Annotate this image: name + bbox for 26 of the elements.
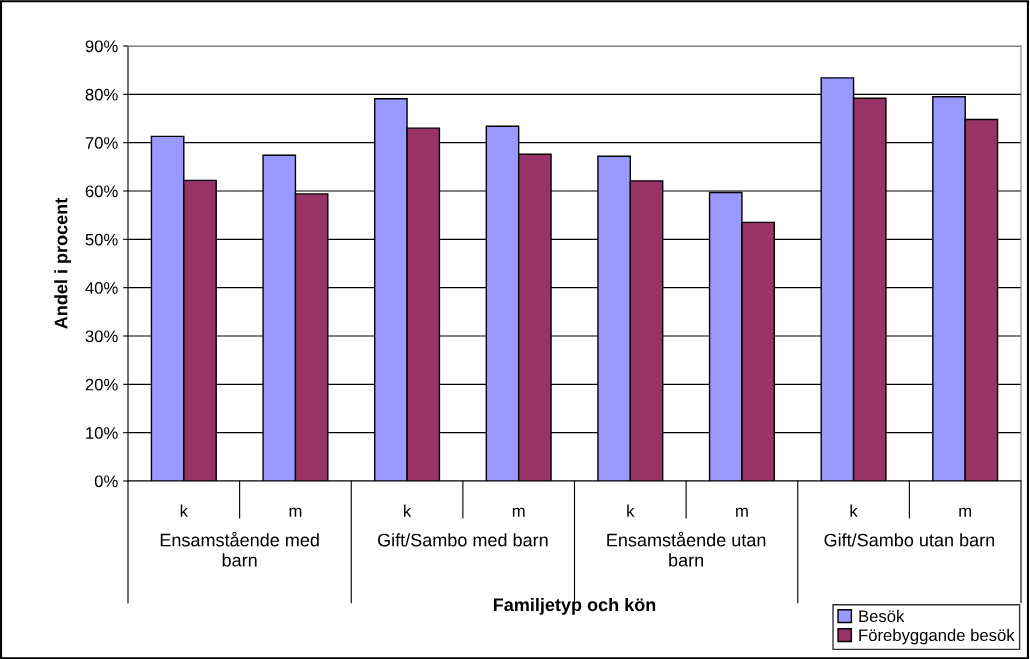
x-tick-label: k bbox=[180, 504, 188, 517]
y-tick-label: 90% bbox=[85, 40, 118, 53]
x-tick-label: m bbox=[289, 507, 302, 517]
x-tick-label: m bbox=[512, 507, 525, 517]
y-tick-label: 70% bbox=[85, 137, 118, 149]
x-tick-label: k bbox=[404, 504, 412, 517]
x-axis-title: Familjetyp och kön bbox=[493, 597, 656, 615]
text: Gift/Sambo med barn bbox=[377, 533, 548, 547]
x-tick-label: m bbox=[736, 507, 748, 517]
y-tick-label: 50% bbox=[85, 233, 118, 246]
y-tick-label: 20% bbox=[85, 378, 118, 391]
y-tick-label: 80% bbox=[85, 88, 118, 101]
text: Ensamstående utan barn bbox=[607, 531, 766, 567]
x-tick-label: m bbox=[959, 507, 972, 517]
y-tick-label: 10% bbox=[86, 427, 118, 439]
legend-label: Besök bbox=[859, 609, 905, 623]
text: Gift/Sambo utan barn bbox=[824, 533, 995, 547]
legend-label: Förebyggande besök bbox=[859, 628, 1015, 645]
y-tick-label: 40% bbox=[85, 282, 118, 294]
y-tick-label: 60% bbox=[85, 185, 118, 198]
y-tick-label: 30% bbox=[85, 330, 118, 343]
y-tick-label: 0% bbox=[94, 475, 118, 488]
x-tick-label: k bbox=[627, 504, 635, 517]
y-axis-title: Andel i procent bbox=[54, 198, 72, 329]
text: Ensamstående med barn bbox=[160, 531, 319, 567]
x-tick-label: k bbox=[850, 504, 858, 517]
